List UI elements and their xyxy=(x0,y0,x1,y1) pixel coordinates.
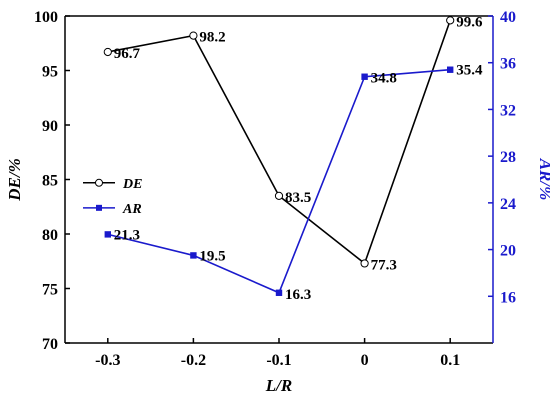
de-legend-label: DE xyxy=(122,177,142,192)
ar-point xyxy=(361,73,368,80)
x-tick-label: 0 xyxy=(361,352,369,369)
x-tick-label: -0.2 xyxy=(181,352,206,369)
ar-data-label: 34.8 xyxy=(371,71,397,87)
ar-point xyxy=(190,252,197,259)
de-point xyxy=(360,259,369,268)
right-y-tick-label: 28 xyxy=(500,149,516,166)
de-legend-marker xyxy=(95,178,103,187)
right-y-tick-label: 16 xyxy=(500,289,516,306)
ar-data-label: 16.3 xyxy=(285,287,311,303)
right-y-tick-label: 32 xyxy=(500,102,516,119)
ar-point xyxy=(447,66,454,73)
de-data-label: 96.7 xyxy=(114,46,141,62)
right-y-tick-label: 36 xyxy=(500,56,516,73)
legend: DE AR xyxy=(83,177,142,217)
left-y-tick-label: 95 xyxy=(42,64,58,81)
de-data-label: 77.3 xyxy=(371,257,397,273)
de-point xyxy=(189,31,198,40)
ar-point xyxy=(275,289,283,296)
right-y-tick-label: 24 xyxy=(500,196,516,213)
left-y-axis-title: DE/% xyxy=(5,158,24,202)
left-y-tick-label: 80 xyxy=(42,227,58,244)
ar-legend-marker xyxy=(96,204,102,211)
ar-series-line xyxy=(107,68,451,294)
left-y-tick-label: 85 xyxy=(42,173,58,190)
right-y-tick-label: 40 xyxy=(500,9,516,26)
de-point xyxy=(446,16,455,25)
left-y-tick-label: 90 xyxy=(42,118,58,135)
ar-data-label: 35.4 xyxy=(456,63,483,79)
left-y-tick-label: 75 xyxy=(42,282,58,299)
x-tick-label: 0.1 xyxy=(440,352,460,369)
de-series-line xyxy=(107,20,451,265)
de-data-label: 99.6 xyxy=(456,14,483,30)
de-data-label: 98.2 xyxy=(199,30,225,46)
left-y-tick-label: 70 xyxy=(42,336,58,353)
ar-point xyxy=(104,231,111,238)
ar-legend-label: AR xyxy=(122,202,142,217)
x-axis-title: L/R xyxy=(265,376,292,395)
ar-data-label: 21.3 xyxy=(114,227,140,243)
x-tick-label: -0.1 xyxy=(266,352,291,369)
de-point xyxy=(274,191,284,200)
de-data-label: 83.5 xyxy=(285,190,311,206)
left-y-tick-label: 100 xyxy=(34,9,58,26)
de-point xyxy=(103,47,112,57)
x-tick-label: -0.3 xyxy=(95,352,120,369)
right-y-tick-label: 20 xyxy=(500,243,516,260)
ar-data-label: 19.5 xyxy=(199,248,225,264)
right-y-axis-title: AR/% xyxy=(536,158,550,201)
